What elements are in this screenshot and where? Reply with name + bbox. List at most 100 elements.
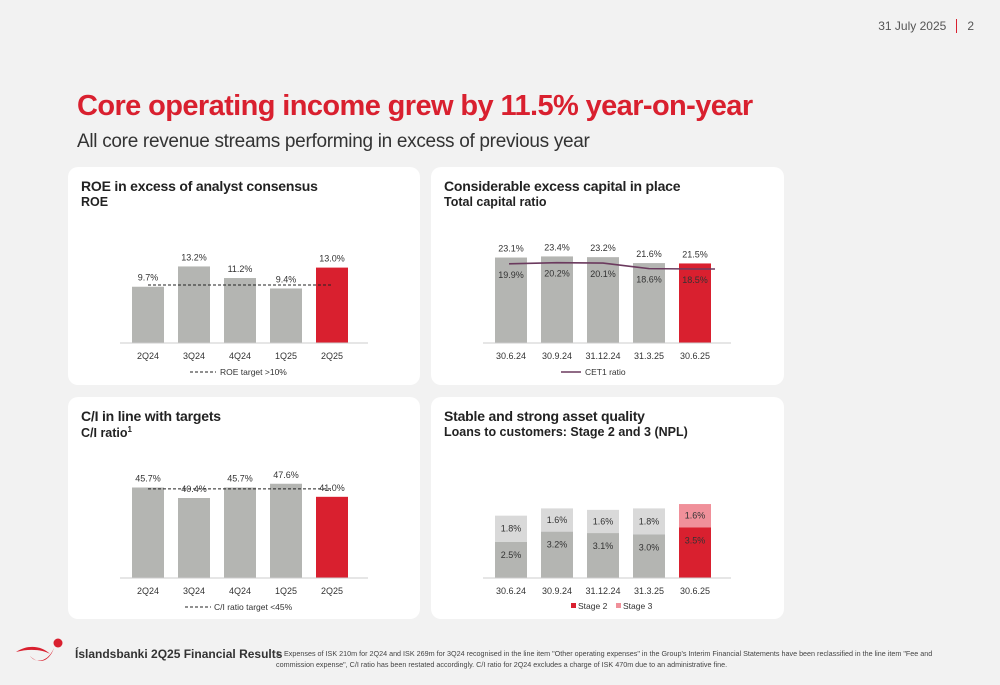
roe-subtitle: ROE (81, 195, 109, 209)
stage2-bar (679, 527, 711, 578)
npl-tick-label: 31.3.25 (634, 586, 664, 596)
ci-footnote-mark: 1 (127, 425, 132, 434)
npl-tick-label: 31.12.24 (585, 586, 620, 596)
ci-legend-label: C/I ratio target <45% (214, 602, 293, 612)
roe-bar (224, 278, 256, 343)
ci-bar (178, 498, 210, 578)
capital-bar (541, 256, 573, 343)
capital-subtitle: Total capital ratio (444, 195, 547, 209)
stage2-data-label: 3.1% (593, 541, 614, 551)
ci-tick-label: 2Q25 (321, 586, 343, 596)
stage2-legend-label: Stage 2 (578, 601, 608, 611)
stage3-data-label: 1.8% (639, 516, 660, 526)
roe-tick-label: 2Q25 (321, 351, 343, 361)
roe-data-label: 13.0% (319, 254, 345, 264)
npl-title: Stable and strong asset quality (444, 408, 645, 424)
footer-brand: Íslandsbanki 2Q25 Financial Results (75, 647, 283, 661)
stage3-bar (587, 509, 619, 534)
roe-legend-label: ROE target >10% (220, 367, 287, 377)
roe-data-label: 9.4% (276, 274, 297, 284)
stage3-bar (495, 515, 527, 542)
capital-tick-label: 31.3.25 (634, 351, 664, 361)
islandsbanki-logo-icon (16, 638, 63, 662)
ci-data-label: 41.0% (319, 483, 345, 493)
stage2-data-label: 3.0% (639, 543, 660, 553)
roe-tick-label: 4Q24 (229, 351, 251, 361)
ci-tick-label: 4Q24 (229, 586, 251, 596)
ci-chart: 45.7%2Q2440.4%3Q2445.7%4Q2447.6%1Q2541.0… (120, 470, 368, 612)
ci-data-label: 45.7% (135, 474, 161, 484)
capital-title: Considerable excess capital in place (444, 178, 681, 194)
cet1-data-label: 18.5% (682, 275, 708, 285)
capital-legend-label: CET1 ratio (585, 367, 626, 377)
stage2-data-label: 2.5% (501, 550, 522, 560)
stage2-legend-swatch (571, 603, 576, 608)
stage3-data-label: 1.6% (593, 516, 614, 526)
ci-bar (316, 496, 348, 578)
stage2-bar (587, 533, 619, 578)
ci-data-label: 47.6% (273, 470, 299, 480)
cet1-data-label: 20.1% (590, 269, 616, 279)
ci-tick-label: 3Q24 (183, 586, 205, 596)
capital-data-label: 23.1% (498, 244, 524, 254)
capital-bar (633, 263, 665, 343)
roe-data-label: 13.2% (181, 252, 207, 262)
stage2-bar (541, 531, 573, 578)
npl-chart: 2.5% 1.8% 30.6.24 3.2% 1.6% 30.9.24 3.1% 1.6% 31… (483, 504, 731, 611)
cet1-data-label: 18.6% (636, 275, 662, 285)
cet1-data-label: 19.9% (498, 270, 524, 280)
roe-bar (178, 266, 210, 343)
roe-bar (270, 288, 302, 343)
ci-tick-label: 1Q25 (275, 586, 297, 596)
capital-bar (587, 257, 619, 343)
roe-bar (316, 267, 348, 343)
cet1-line (508, 261, 715, 270)
npl-panel: Stable and strong asset quality Loans to… (431, 397, 784, 619)
roe-tick-label: 2Q24 (137, 351, 159, 361)
capital-data-label: 23.2% (590, 243, 616, 253)
roe-data-label: 9.7% (138, 273, 159, 283)
roe-tick-label: 1Q25 (275, 351, 297, 361)
page-header-meta: 31 July 2025 2 (878, 19, 974, 33)
npl-tick-label: 30.6.25 (680, 586, 710, 596)
stage3-legend-swatch (616, 603, 621, 608)
ci-subtitle: C/I ratio1 (81, 425, 132, 440)
capital-data-label: 21.5% (682, 249, 708, 259)
roe-title: ROE in excess of analyst consensus (81, 178, 318, 194)
roe-panel: ROE in excess of analyst consensus ROE 9… (68, 167, 420, 385)
stage2-bar (633, 534, 665, 578)
capital-tick-label: 30.9.24 (542, 351, 572, 361)
ci-panel: C/I in line with targets C/I ratio1 45.7… (68, 397, 420, 619)
capital-data-label: 21.6% (636, 249, 662, 259)
roe-chart: 9.7% 2Q24 13.2% 3Q24 11.2% 4Q24 9.4% 1Q25 13.0% 2… (120, 252, 368, 377)
cet1-data-label: 20.2% (544, 269, 570, 279)
ci-tick-label: 2Q24 (137, 586, 159, 596)
capital-data-label: 23.4% (544, 242, 570, 252)
ci-subtitle-text: C/I ratio (81, 426, 128, 441)
page-number: 2 (967, 19, 974, 33)
stage3-legend-label: Stage 3 (623, 601, 653, 611)
capital-panel: Considerable excess capital in place Tot… (431, 167, 784, 385)
ci-bar (270, 483, 302, 578)
stage3-data-label: 1.6% (685, 511, 706, 521)
ci-data-label: 45.7% (227, 474, 253, 484)
capital-tick-label: 30.6.24 (496, 351, 526, 361)
capital-tick-label: 31.12.24 (585, 351, 620, 361)
roe-bar (132, 286, 164, 343)
stage3-data-label: 1.6% (547, 515, 568, 525)
stage2-bar (495, 541, 527, 578)
report-date: 31 July 2025 (878, 19, 947, 33)
ci-title: C/I in line with targets (81, 408, 221, 424)
page-subtitle: All core revenue streams performing in e… (77, 131, 590, 152)
capital-tick-label: 30.6.25 (680, 351, 710, 361)
npl-tick-label: 30.9.24 (542, 586, 572, 596)
stage3-bar (633, 508, 665, 535)
ci-bar (132, 487, 164, 578)
footnote: 1. Expenses of ISK 210m for 2Q24 and ISK… (276, 649, 933, 669)
capital-chart: 23.1% 30.6.24 23.4% 30.9.24 23.2% 31.12.24 21.… (483, 242, 731, 377)
stage3-bar (541, 508, 573, 532)
ci-bar (224, 487, 256, 578)
stage3-data-label: 1.8% (501, 524, 522, 534)
stage2-data-label: 3.5% (685, 535, 706, 545)
page-title: Core operating income grew by 11.5% year… (77, 90, 753, 122)
